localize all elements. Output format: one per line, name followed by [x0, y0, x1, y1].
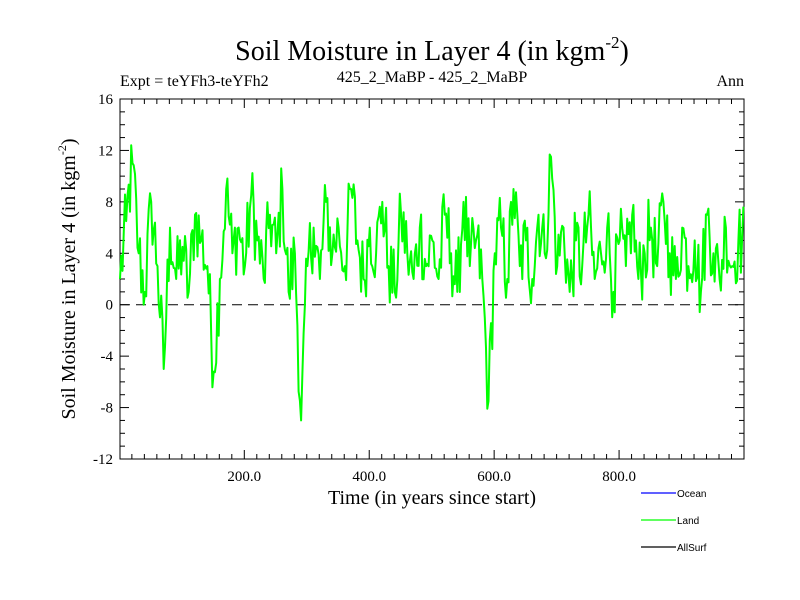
legend-allsurf-label: AllSurf [677, 543, 707, 554]
y-tick-label: 4 [106, 246, 114, 262]
y-tick-label: 8 [106, 195, 114, 211]
subtitle-right: Ann [716, 73, 744, 90]
x-tick-label: 200.0 [227, 469, 261, 485]
y-tick-label: 12 [98, 143, 113, 159]
axis-ticks: 16 12 8 4 0 -4 -8 -12 200.0 400.0 600.0 800.0 [93, 92, 744, 485]
x-tick-label: 600.0 [477, 469, 511, 485]
y-tick-label: 0 [106, 298, 114, 314]
legend: Ocean Land AllSurf [641, 489, 707, 554]
x-axis-label: Time (in years since start) [328, 487, 536, 509]
plot-frame [119, 98, 745, 460]
legend-land-label: Land [677, 516, 699, 527]
subtitle-center: 425_2_MaBP - 425_2_MaBP [337, 69, 528, 86]
y-tick-label: -4 [101, 349, 114, 365]
x-tick-label: 400.0 [352, 469, 386, 485]
y-tick-label: -8 [101, 401, 114, 417]
subtitle-left: Expt = teYFh3-teYFh2 [120, 73, 269, 90]
chart-title: Soil Moisture in Layer 4 (in kgm-2) [235, 33, 629, 67]
land-series-line [119, 144, 745, 422]
y-tick-label: 16 [98, 92, 114, 108]
y-axis-label: Soil Moisture in Layer 4 (in kgm-2) [55, 138, 80, 419]
x-tick-label: 800.0 [602, 469, 636, 485]
y-tick-label: -12 [93, 452, 113, 468]
legend-ocean-label: Ocean [677, 489, 706, 500]
